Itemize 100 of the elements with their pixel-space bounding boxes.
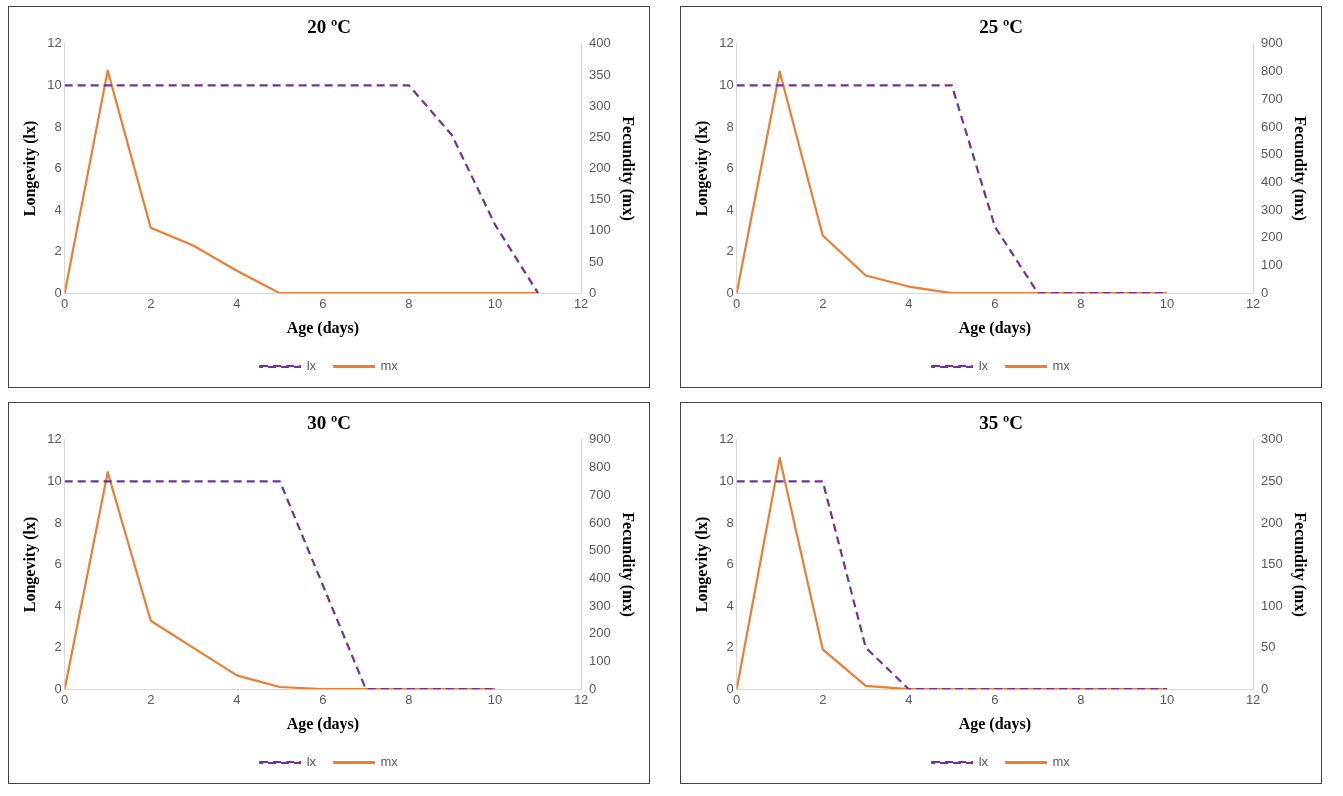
y2-tick-label: 0 xyxy=(589,284,597,300)
y-tick-label: 4 xyxy=(726,597,734,613)
x-tick-label: 10 xyxy=(1159,295,1175,311)
y-tick-label: 8 xyxy=(54,118,62,134)
chart-title: 25 ºC xyxy=(979,16,1023,38)
chart-title: 35 ºC xyxy=(979,412,1023,434)
x-tick-label: 2 xyxy=(147,295,155,311)
x-tick-label: 6 xyxy=(991,691,999,707)
x-tick-label: 6 xyxy=(319,295,327,311)
x-axis-title: Age (days) xyxy=(286,714,360,733)
y2-tick-label: 150 xyxy=(589,191,611,207)
y2-tick-label: 250 xyxy=(1261,472,1283,488)
x-tick-label: 12 xyxy=(1245,295,1261,311)
x-axis-title: Age (days) xyxy=(958,318,1032,337)
legend-label: lx xyxy=(978,358,989,374)
y2-tick-label: 100 xyxy=(1261,597,1283,613)
y-tick-label: 2 xyxy=(54,243,62,259)
y-axis-title: Longevity (lx) xyxy=(692,120,711,217)
y2-tick-label: 150 xyxy=(1261,556,1283,572)
y2-tick-label: 200 xyxy=(1261,514,1283,530)
y-tick-label: 6 xyxy=(54,556,62,572)
x-tick-label: 4 xyxy=(233,295,241,311)
y2-tick-label: 500 xyxy=(589,542,611,558)
y-tick-label: 12 xyxy=(719,431,734,447)
y2-tick-label: 600 xyxy=(1261,118,1283,134)
y-tick-label: 2 xyxy=(726,639,734,655)
y2-tick-label: 200 xyxy=(1261,229,1283,245)
y2-tick-label: 50 xyxy=(589,253,604,269)
y2-tick-label: 700 xyxy=(1261,90,1283,106)
y-tick-label: 0 xyxy=(54,284,62,300)
y2-tick-label: 200 xyxy=(589,625,611,641)
y-tick-label: 6 xyxy=(726,556,734,572)
y2-tick-label: 0 xyxy=(1261,284,1269,300)
y2-tick-label: 350 xyxy=(589,66,611,82)
x-tick-label: 12 xyxy=(573,691,589,707)
x-tick-label: 6 xyxy=(319,691,327,707)
x-tick-label: 2 xyxy=(819,691,827,707)
x-tick-label: 12 xyxy=(1245,691,1261,707)
y2-tick-label: 400 xyxy=(589,35,611,51)
y-tick-label: 0 xyxy=(54,680,62,696)
y-tick-label: 8 xyxy=(726,118,734,134)
x-tick-label: 6 xyxy=(991,295,999,311)
y2-tick-label: 600 xyxy=(589,514,611,530)
y-tick-label: 8 xyxy=(54,514,62,530)
chart-title: 20 ºC xyxy=(307,16,351,38)
y2-tick-label: 400 xyxy=(1261,173,1283,189)
x-tick-label: 4 xyxy=(233,691,241,707)
y2-tick-label: 200 xyxy=(589,160,611,176)
x-tick-label: 8 xyxy=(405,295,413,311)
y-tick-label: 0 xyxy=(726,284,734,300)
x-axis-title: Age (days) xyxy=(958,714,1032,733)
y-tick-label: 4 xyxy=(726,201,734,217)
chart-title: 30 ºC xyxy=(307,412,351,434)
y2-tick-label: 900 xyxy=(589,431,611,447)
legend-label: lx xyxy=(306,358,317,374)
legend-label: lx xyxy=(978,754,989,770)
y2-tick-label: 300 xyxy=(589,97,611,113)
y2-axis-title: Fecundity (mx) xyxy=(619,116,638,221)
legend-label: mx xyxy=(1052,754,1071,770)
x-tick-label: 10 xyxy=(487,295,503,311)
y2-tick-label: 0 xyxy=(589,680,597,696)
x-axis-title: Age (days) xyxy=(286,318,360,337)
x-tick-label: 10 xyxy=(487,691,503,707)
y2-tick-label: 300 xyxy=(1261,201,1283,217)
y-tick-label: 6 xyxy=(726,160,734,176)
x-tick-label: 8 xyxy=(1077,691,1085,707)
y2-tick-label: 800 xyxy=(589,459,611,475)
y2-tick-label: 300 xyxy=(1261,431,1283,447)
legend-label: mx xyxy=(380,358,399,374)
y2-axis-title: Fecundity (mx) xyxy=(1291,512,1310,617)
y-tick-label: 2 xyxy=(726,243,734,259)
y2-tick-label: 100 xyxy=(589,653,611,669)
y2-tick-label: 0 xyxy=(1261,680,1269,696)
x-tick-label: 8 xyxy=(1077,295,1085,311)
y-tick-label: 6 xyxy=(54,160,62,176)
x-tick-label: 12 xyxy=(573,295,589,311)
x-tick-label: 4 xyxy=(905,295,913,311)
y-tick-label: 12 xyxy=(47,35,62,51)
x-tick-label: 8 xyxy=(405,691,413,707)
y-axis-title: Longevity (lx) xyxy=(20,516,39,613)
y-tick-label: 12 xyxy=(719,35,734,51)
y-tick-label: 8 xyxy=(726,514,734,530)
y2-tick-label: 100 xyxy=(589,222,611,238)
y2-tick-label: 900 xyxy=(1261,35,1283,51)
y2-tick-label: 400 xyxy=(589,569,611,585)
y-tick-label: 10 xyxy=(47,76,62,92)
y2-axis-title: Fecundity (mx) xyxy=(1291,116,1310,221)
y-axis-title: Longevity (lx) xyxy=(692,516,711,613)
y2-tick-label: 100 xyxy=(1261,257,1283,273)
y2-tick-label: 700 xyxy=(589,486,611,502)
y-tick-label: 0 xyxy=(726,680,734,696)
legend-label: mx xyxy=(1052,358,1071,374)
y-tick-label: 10 xyxy=(47,472,62,488)
x-tick-label: 2 xyxy=(819,295,827,311)
y2-tick-label: 50 xyxy=(1261,639,1276,655)
x-tick-label: 10 xyxy=(1159,691,1175,707)
legend-label: lx xyxy=(306,754,317,770)
legend-label: mx xyxy=(380,754,399,770)
y-tick-label: 10 xyxy=(719,472,734,488)
y2-tick-label: 250 xyxy=(589,128,611,144)
